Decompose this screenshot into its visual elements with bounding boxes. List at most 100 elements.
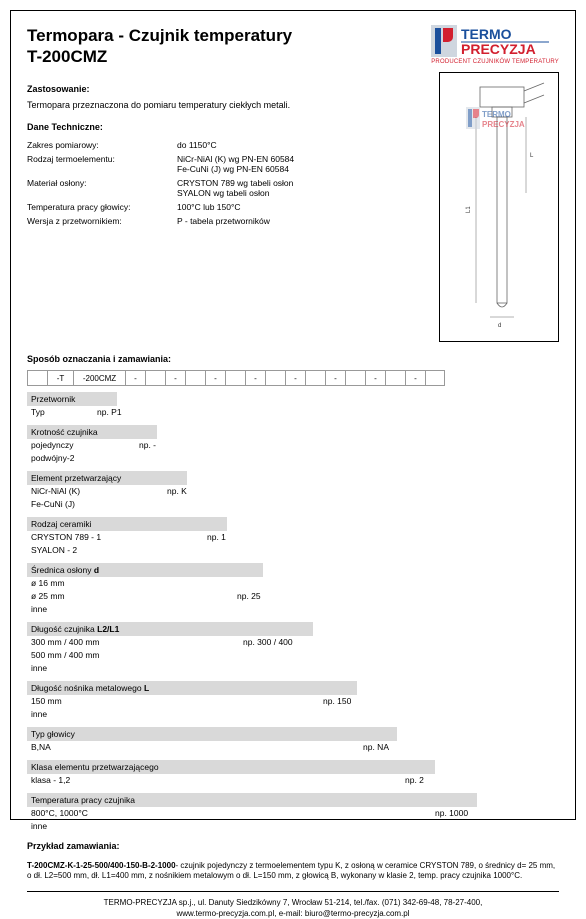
- code-cell: -200CMZ: [73, 370, 125, 386]
- example-text: T-200CMZ-K-1-25-500/400-150-B-2-1000- cz…: [27, 861, 559, 882]
- order-option-lines: pojedynczynp. -podwójny-2: [27, 439, 559, 465]
- order-option: Klasa elementu przetwarzającegoklasa - 1…: [27, 760, 559, 787]
- svg-text:TERMO: TERMO: [482, 110, 511, 119]
- order-line-label: pojedynczy: [31, 440, 139, 450]
- order-option-head: Temperatura pracy czujnika: [27, 793, 477, 807]
- order-line-example: np. P1: [97, 407, 122, 417]
- spec-label: Temperatura pracy głowicy:: [27, 200, 177, 214]
- order-option-line: 500 mm / 400 mm: [27, 649, 313, 662]
- order-option-lines: 150 mmnp. 150inne: [27, 695, 559, 721]
- footer-line2: www.termo-precyzja.com.pl, e-mail: biuro…: [27, 909, 559, 919]
- order-line-label: 300 mm / 400 mm: [31, 637, 243, 647]
- order-line-label: 800°C, 1000°C: [31, 808, 435, 818]
- order-line-label: 150 mm: [31, 696, 323, 706]
- order-option-head: Typ głowicy: [27, 727, 397, 741]
- spec-row: Materiał osłony:CRYSTON 789 wg tabeli os…: [27, 176, 427, 200]
- order-line-example: np. K: [167, 486, 187, 496]
- order-option-lines: CRYSTON 789 - 1np. 1SYALON - 2: [27, 531, 559, 557]
- order-option-line: inne: [27, 820, 477, 833]
- ordering-code-row: -T-200CMZ--------: [27, 370, 559, 386]
- order-option-head: Przetwornik: [27, 392, 117, 406]
- order-line-label: SYALON - 2: [31, 545, 207, 555]
- code-cell: -T: [47, 370, 73, 386]
- svg-text:L: L: [530, 153, 534, 159]
- spec-row: Zakres pomiarowy:do 1150°C: [27, 138, 427, 152]
- order-option: Typ głowicyB,NAnp. NA: [27, 727, 559, 754]
- order-option-head: Klasa elementu przetwarzającego: [27, 760, 435, 774]
- order-option-line: inne: [27, 662, 313, 675]
- order-option: Długość czujnika L2/L1300 mm / 400 mmnp.…: [27, 622, 559, 675]
- order-line-example: np. 300 / 400: [243, 637, 293, 647]
- order-option-head: Krotność czujnika: [27, 425, 157, 439]
- order-option: Krotność czujnikapojedynczynp. -podwójny…: [27, 425, 559, 465]
- order-line-example: np. -: [139, 440, 156, 450]
- sensor-diagram: L1 L d TERMO PRECYZJA: [439, 72, 559, 342]
- order-option-head: Rodzaj ceramiki: [27, 517, 227, 531]
- code-cell: -: [245, 370, 265, 386]
- order-option-line: 150 mmnp. 150: [27, 695, 357, 708]
- order-option-line: inne: [27, 708, 357, 721]
- order-option-line: pojedynczynp. -: [27, 439, 157, 452]
- code-cell: -: [165, 370, 185, 386]
- code-cell: [185, 370, 205, 386]
- order-line-label: podwójny-2: [31, 453, 139, 463]
- order-option: Temperatura pracy czujnika800°C, 1000°Cn…: [27, 793, 559, 833]
- code-cell: -: [405, 370, 425, 386]
- spec-value: NiCr-NiAl (K) wg PN-EN 60584Fe-CuNi (J) …: [177, 152, 427, 176]
- order-option: PrzetwornikTypnp. P1: [27, 392, 559, 419]
- company-logo: TERMO PRECYZJA PRODUCENT CZUJNIKÓW TEMPE…: [431, 25, 559, 65]
- example-heading: Przykład zamawiania:: [27, 841, 559, 851]
- order-option-lines: NiCr-NiAl (K)np. KFe-CuNi (J): [27, 485, 559, 511]
- code-cell: -: [125, 370, 145, 386]
- code-cell: [27, 370, 47, 386]
- order-option-line: ø 16 mm: [27, 577, 263, 590]
- svg-text:PRECYZJA: PRECYZJA: [461, 41, 536, 57]
- logo-tagline: PRODUCENT CZUJNIKÓW TEMPERATURY: [431, 59, 559, 65]
- order-line-label: ø 16 mm: [31, 578, 237, 588]
- order-option-line: Typnp. P1: [27, 406, 117, 419]
- datasheet-page: Termopara - Czujnik temperatury T-200CMZ…: [10, 10, 576, 820]
- order-line-example: np. 25: [237, 591, 261, 601]
- order-option-lines: Typnp. P1: [27, 406, 559, 419]
- order-line-label: inne: [31, 709, 323, 719]
- title-line2: T-200CMZ: [27, 46, 292, 67]
- spec-label: Zakres pomiarowy:: [27, 138, 177, 152]
- spec-table: Zakres pomiarowy:do 1150°CRodzaj termoel…: [27, 138, 427, 228]
- application-text: Termopara przeznaczona do pomiaru temper…: [27, 100, 427, 110]
- svg-text:TERMO: TERMO: [461, 26, 512, 42]
- order-option: Rodzaj ceramikiCRYSTON 789 - 1np. 1SYALO…: [27, 517, 559, 557]
- title-line1: Termopara - Czujnik temperatury: [27, 25, 292, 46]
- spec-row: Wersja z przetwornikiem:P - tabela przet…: [27, 214, 427, 228]
- order-line-example: np. 1: [207, 532, 226, 542]
- code-cell: [425, 370, 445, 386]
- svg-text:d: d: [498, 323, 501, 329]
- order-option-head: Średnica osłony d: [27, 563, 263, 577]
- order-option-head: Długość nośnika metalowego L: [27, 681, 357, 695]
- order-line-example: np. 1000: [435, 808, 468, 818]
- code-cell: [305, 370, 325, 386]
- code-cell: -: [205, 370, 225, 386]
- content-row: Zastosowanie: Termopara przeznaczona do …: [27, 72, 559, 342]
- order-option: Długość nośnika metalowego L150 mmnp. 15…: [27, 681, 559, 721]
- order-line-label: inne: [31, 663, 243, 673]
- order-option-lines: klasa - 1,2np. 2: [27, 774, 559, 787]
- spec-value: 100°C lub 150°C: [177, 200, 427, 214]
- order-option-line: Fe-CuNi (J): [27, 498, 187, 511]
- order-option-lines: 300 mm / 400 mmnp. 300 / 400 500 mm / 400…: [27, 636, 559, 675]
- code-cell: -: [285, 370, 305, 386]
- order-option: Element przetwarzającyNiCr-NiAl (K)np. K…: [27, 471, 559, 511]
- spec-label: Wersja z przetwornikiem:: [27, 214, 177, 228]
- code-cell: -: [365, 370, 385, 386]
- termo-precyzja-logo-icon: TERMO PRECYZJA: [431, 25, 551, 57]
- spec-value: do 1150°C: [177, 138, 427, 152]
- spec-label: Rodzaj termoelementu:: [27, 152, 177, 176]
- order-option-line: klasa - 1,2np. 2: [27, 774, 435, 787]
- tech-heading: Dane Techniczne:: [27, 122, 427, 132]
- diagram-watermark-logo-icon: TERMO PRECYZJA: [466, 107, 536, 131]
- spec-row: Rodzaj termoelementu:NiCr-NiAl (K) wg PN…: [27, 152, 427, 176]
- footer-line1: TERMO-PRECYZJA sp.j., ul. Danuty Siedzik…: [27, 898, 559, 908]
- order-option-line: ø 25 mmnp. 25: [27, 590, 263, 603]
- ordering-heading: Sposób oznaczania i zamawiania:: [27, 354, 559, 364]
- order-option-line: 800°C, 1000°Cnp. 1000: [27, 807, 477, 820]
- svg-text:PRECYZJA: PRECYZJA: [482, 120, 525, 129]
